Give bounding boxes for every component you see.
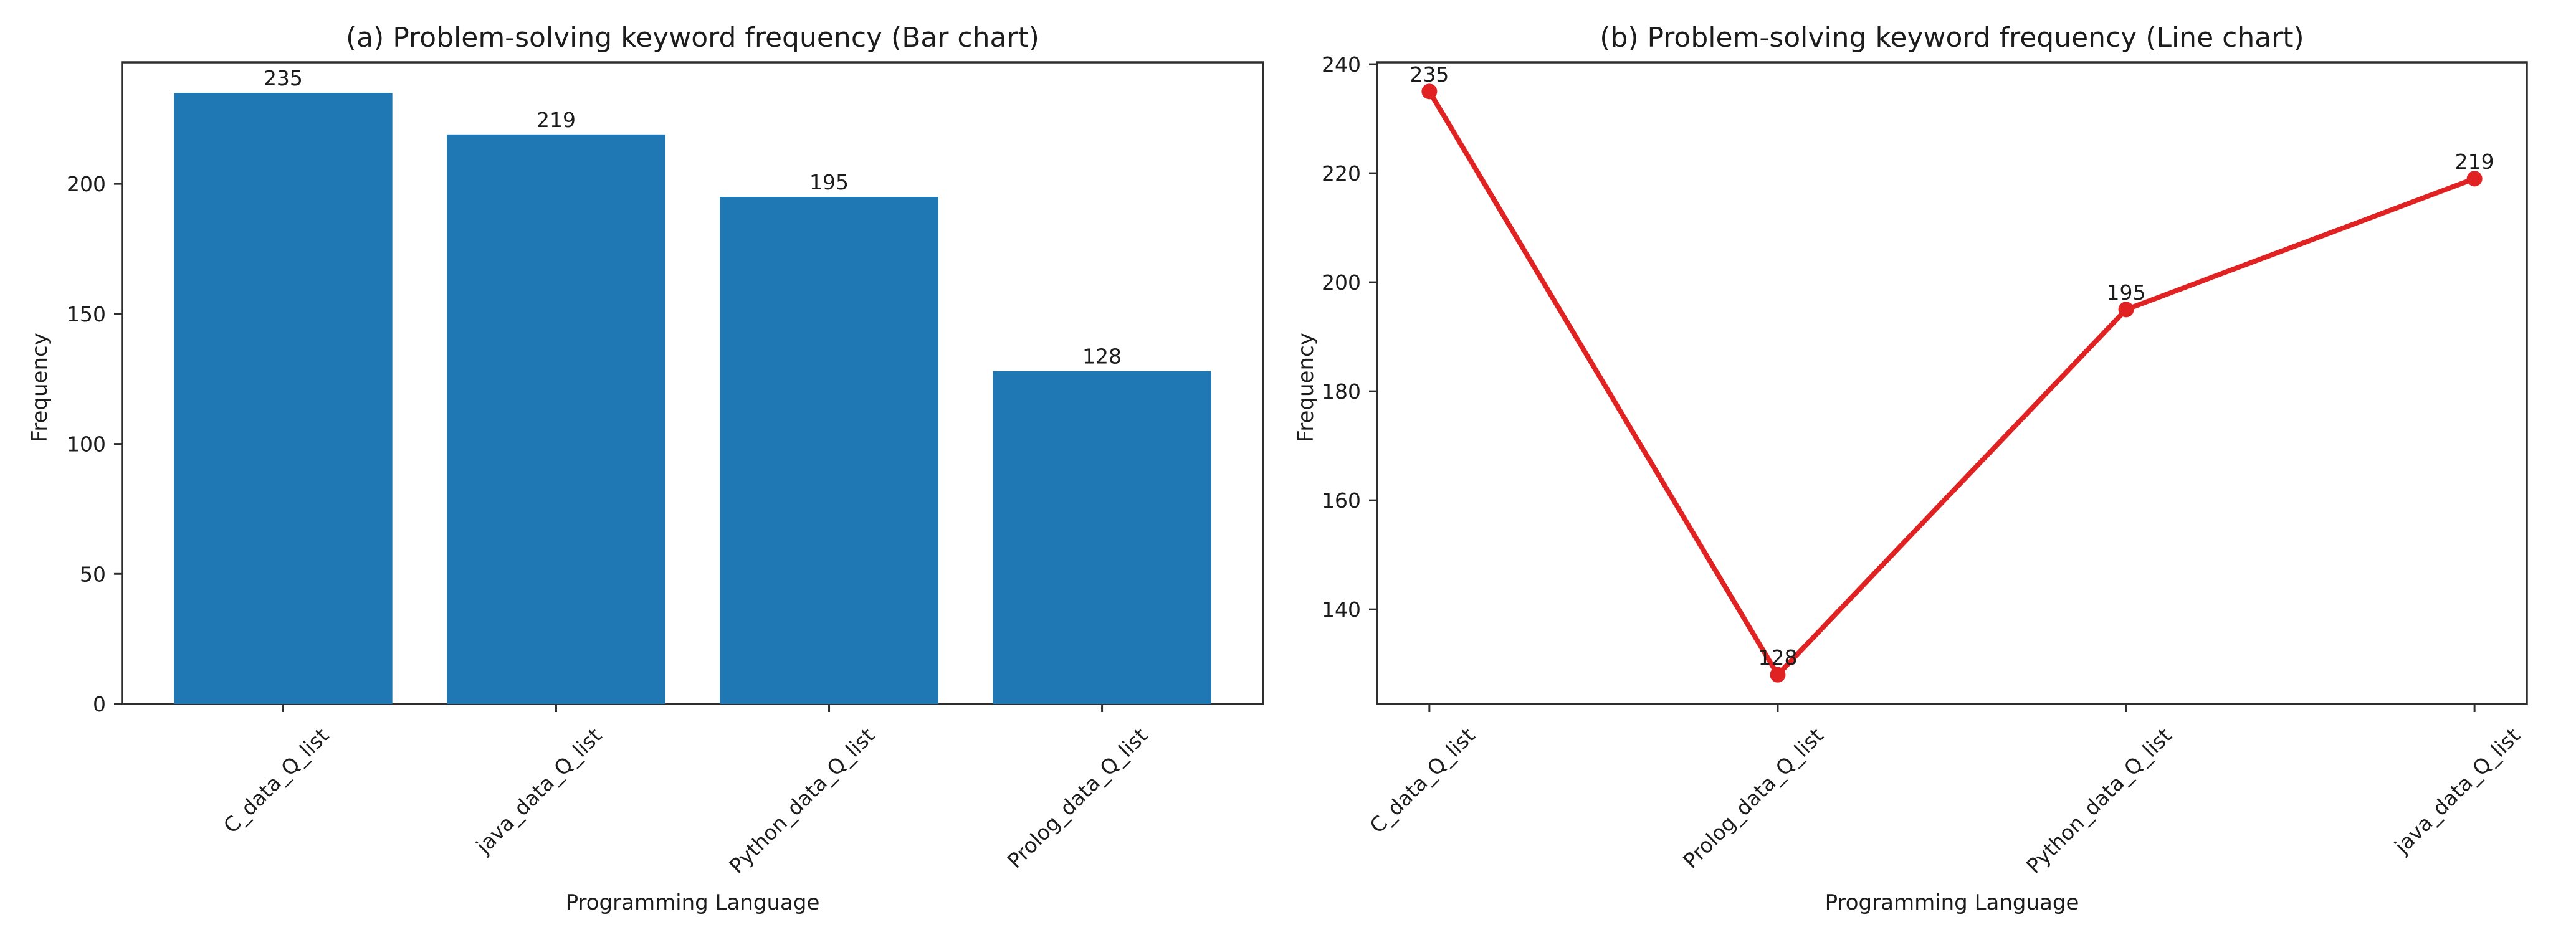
line-value-label: 235 <box>1410 62 1449 87</box>
line-chart-title: (b) Problem-solving keyword frequency (L… <box>1600 22 2304 54</box>
line-chart-y-tick-label: 160 <box>1322 488 1361 513</box>
bar-java_data_Q_list <box>447 134 665 704</box>
bar-chart-plot-frame <box>121 61 1264 705</box>
bar-chart-title: (a) Problem-solving keyword frequency (B… <box>346 22 1039 54</box>
bar-Prolog_data_Q_list <box>993 371 1211 704</box>
bar-chart-y-axis-label: Frequency <box>27 333 52 442</box>
bar-Python_data_Q_list <box>720 197 938 704</box>
line-marker-C_data_Q_list <box>1421 83 1438 100</box>
bar-chart-x-tick-label: C_data_Q_list <box>219 723 333 838</box>
bar-chart-y-tick-label: 150 <box>67 302 106 326</box>
line-chart-y-tick-label: 140 <box>1322 597 1361 622</box>
bar-value-label: 235 <box>264 66 303 90</box>
bar-chart-y-tick-label: 50 <box>80 562 106 586</box>
line-marker-java_data_Q_list <box>2466 171 2483 187</box>
bar-chart-x-tick-label: Python_data_Q_list <box>725 723 880 878</box>
line-value-label: 128 <box>1758 645 1797 670</box>
line-value-label: 195 <box>2107 280 2146 305</box>
line-chart-x-tick-label: java_data_Q_list <box>2389 723 2524 858</box>
bar-value-label: 128 <box>1082 344 1122 369</box>
bar-chart-y-tick-label: 0 <box>93 692 106 716</box>
line-value-label: 219 <box>2455 150 2494 174</box>
bar-chart-y-tick-label: 200 <box>67 172 106 196</box>
line-chart-x-tick-label: C_data_Q_list <box>1365 723 1479 838</box>
line-chart-x-tick-label: Python_data_Q_list <box>2021 723 2177 878</box>
bar-value-label: 195 <box>809 170 849 194</box>
line-marker-Python_data_Q_list <box>2118 302 2134 318</box>
bar-chart-y-tick-label: 100 <box>67 432 106 457</box>
bar-chart-x-tick-label: Prolog_data_Q_list <box>1003 723 1152 873</box>
bar-chart-x-tick-label: java_data_Q_list <box>471 723 606 858</box>
line-series <box>1426 88 2478 678</box>
bar-C_data_Q_list <box>174 93 393 705</box>
line-chart-y-axis-label: Frequency <box>1294 333 1319 442</box>
line-chart-y-tick-label: 180 <box>1322 379 1361 404</box>
line-chart-y-tick-label: 220 <box>1322 161 1361 186</box>
line-chart-x-axis-label: Programming Language <box>1825 890 2079 915</box>
bar-value-label: 219 <box>537 108 576 132</box>
line-marker-Prolog_data_Q_list <box>1770 667 1786 683</box>
bar-chart-x-axis-label: Programming Language <box>565 890 820 915</box>
line-chart-y-tick-label: 240 <box>1322 52 1361 77</box>
line-chart-x-tick-label: Prolog_data_Q_list <box>1678 723 1828 873</box>
line-chart-y-tick-label: 200 <box>1322 270 1361 295</box>
line-chart-plot-frame <box>1376 61 2528 705</box>
